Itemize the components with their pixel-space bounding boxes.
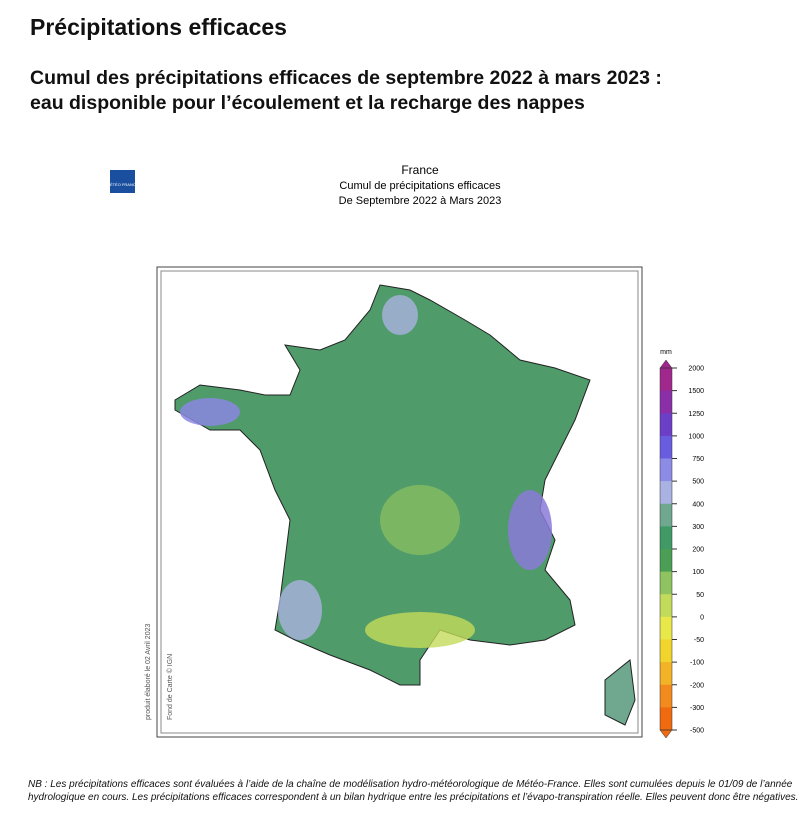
note: NB : Les précipitations efficaces sont é… [28, 779, 799, 803]
colorbar-label: 500 [692, 479, 704, 486]
colorbar-label: -200 [690, 682, 704, 689]
colorbar-segment [660, 503, 672, 527]
colorbar-segment [660, 594, 672, 618]
colorbar-segment [660, 458, 672, 482]
france-map [174, 284, 636, 726]
colorbar-label: 2000 [688, 366, 704, 373]
logo-text: MÉTÉO FRANCE [107, 182, 139, 187]
colorbar-label: 1250 [688, 411, 704, 418]
colorbar-label: 300 [692, 524, 704, 531]
colorbar-label: -300 [690, 705, 704, 712]
colorbar-segment [660, 707, 672, 731]
subtitle-line: Cumul des précipitations efficaces de se… [30, 67, 662, 89]
logo [110, 170, 135, 193]
figure-title: De Septembre 2022 à Mars 2023 [339, 195, 502, 207]
colorbar-segment [660, 413, 672, 437]
colorbar-end [659, 729, 673, 739]
colorbar-label: 400 [692, 501, 704, 508]
colorbar-segment [660, 390, 672, 414]
colorbar: 2000150012501000750500400300200100500-50… [659, 359, 704, 739]
colorbar-end [659, 359, 673, 369]
colorbar-label: 50 [696, 592, 704, 599]
colorbar-segment [660, 481, 672, 505]
colorbar-label: 200 [692, 547, 704, 554]
map-frame [156, 266, 643, 738]
map-figure: MÉTÉO FRANCE France Cumul de précipitati… [107, 163, 704, 739]
page-title: Précipitations efficaces [30, 14, 287, 40]
subtitle: Cumul des précipitations efficaces de se… [30, 66, 805, 116]
colorbar-segment [660, 435, 672, 459]
colorbar-segment [660, 571, 672, 595]
side-note: produit élaboré le 02 Avril 2023 [145, 624, 152, 720]
colorbar-label: 1500 [688, 388, 704, 395]
colorbar-label: -500 [690, 728, 704, 735]
colorbar-label: 0 [700, 614, 704, 621]
colorbar-label: 750 [692, 456, 704, 463]
legend-unit: mm [660, 349, 672, 356]
colorbar-segment [660, 662, 672, 686]
subtitle-line: eau disponible pour l’écoulement et la r… [30, 92, 585, 114]
colorbar-segment [660, 616, 672, 640]
colorbar-segment [660, 639, 672, 663]
figure-title: France [401, 163, 439, 177]
colorbar-segment [660, 684, 672, 708]
colorbar-label: -50 [694, 637, 704, 644]
map-frame [160, 270, 639, 734]
colorbar-segment [660, 549, 672, 573]
figure-title: Cumul de précipitations efficaces [339, 180, 501, 192]
colorbar-label: 100 [692, 569, 704, 576]
colorbar-label: -100 [690, 660, 704, 667]
colorbar-segment [660, 368, 672, 392]
colorbar-segment [660, 526, 672, 550]
side-note: Fond de Carte © IGN [166, 654, 174, 720]
colorbar-label: 1000 [688, 433, 704, 440]
